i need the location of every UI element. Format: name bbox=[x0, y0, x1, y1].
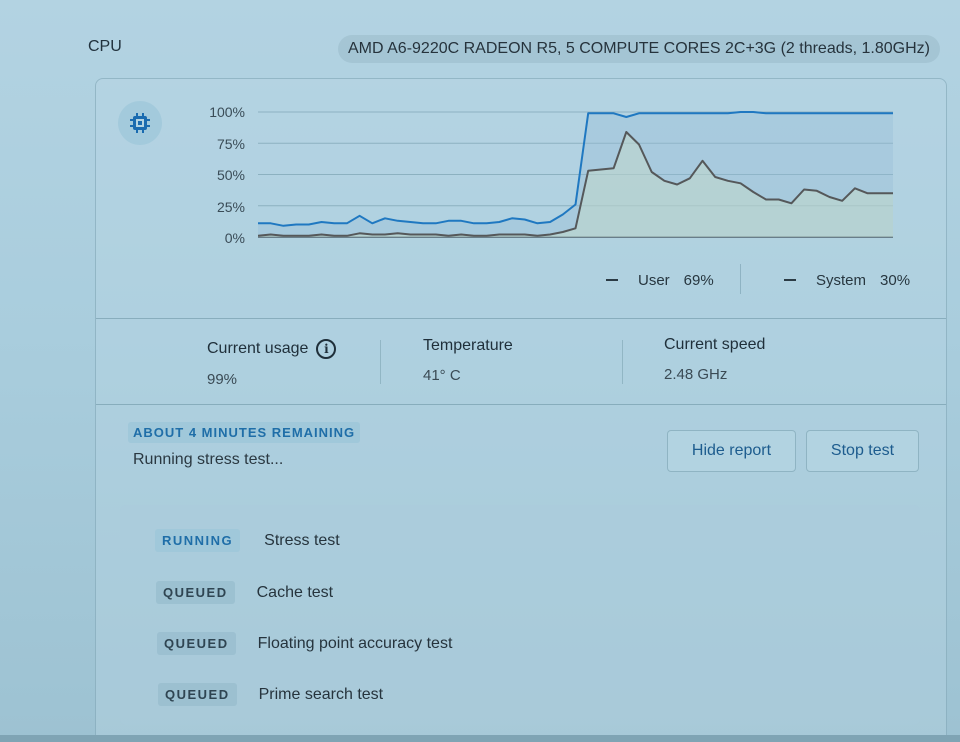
chart-plot bbox=[258, 111, 893, 238]
y-tick-100: 100% bbox=[209, 104, 245, 120]
stat-current-usage: Current usage i 99% bbox=[207, 339, 337, 388]
test-row: QUEUED Prime search test bbox=[158, 683, 383, 706]
bottom-edge bbox=[0, 735, 960, 742]
test-name: Prime search test bbox=[258, 685, 384, 703]
time-remaining-badge: ABOUT 4 MINUTES REMAINING bbox=[128, 422, 361, 443]
cpu-icon-container bbox=[118, 101, 162, 145]
legend-user-label: User bbox=[638, 271, 670, 289]
info-icon[interactable]: i bbox=[316, 339, 337, 359]
stop-test-button[interactable]: Stop test bbox=[806, 430, 919, 472]
y-tick-75: 75% bbox=[216, 136, 245, 152]
test-row: QUEUED Floating point accuracy test bbox=[157, 632, 452, 655]
stat-divider bbox=[380, 340, 381, 384]
test-status-badge: RUNNING bbox=[155, 529, 241, 552]
legend-system: System 30% bbox=[784, 266, 910, 294]
legend-system-value: 30% bbox=[880, 271, 911, 289]
cpu-usage-chart: 100% 75% 50% 25% 0% bbox=[195, 100, 905, 250]
test-name: Stress test bbox=[264, 531, 340, 549]
routine-status-text: Running stress test... bbox=[133, 451, 284, 468]
system-line-icon bbox=[784, 279, 796, 281]
page-title: CPU bbox=[88, 38, 122, 55]
divider bbox=[96, 404, 946, 405]
stat-temperature: Temperature 41° C bbox=[423, 337, 513, 384]
user-series-line bbox=[258, 111, 893, 227]
test-row: QUEUED Cache test bbox=[156, 581, 333, 604]
test-status-badge: QUEUED bbox=[156, 581, 235, 604]
usage-value: 99% bbox=[207, 371, 238, 388]
speed-label: Current speed bbox=[664, 336, 766, 353]
stat-divider bbox=[622, 340, 623, 384]
temp-value: 41° C bbox=[423, 367, 461, 384]
legend-divider bbox=[740, 264, 741, 294]
cpu-chip-icon bbox=[130, 113, 150, 133]
test-row: RUNNING Stress test bbox=[155, 529, 340, 552]
legend-user: User 69% bbox=[606, 266, 714, 294]
test-name: Floating point accuracy test bbox=[257, 634, 453, 652]
system-series-line bbox=[258, 131, 893, 237]
test-name: Cache test bbox=[256, 583, 334, 601]
test-list-panel bbox=[120, 505, 920, 725]
test-status-badge: QUEUED bbox=[158, 683, 237, 706]
y-tick-0: 0% bbox=[224, 230, 245, 246]
hide-report-button[interactable]: Hide report bbox=[667, 430, 796, 472]
cpu-model-chip: AMD A6-9220C RADEON R5, 5 COMPUTE CORES … bbox=[338, 35, 940, 63]
legend-user-value: 69% bbox=[683, 271, 714, 289]
divider bbox=[96, 318, 946, 319]
stat-current-speed: Current speed 2.48 GHz bbox=[664, 336, 765, 383]
test-status-badge: QUEUED bbox=[157, 632, 236, 655]
user-line-icon bbox=[606, 279, 618, 281]
legend-system-label: System bbox=[816, 271, 867, 289]
speed-value: 2.48 GHz bbox=[664, 366, 728, 383]
temp-label: Temperature bbox=[423, 337, 513, 354]
usage-label: Current usage bbox=[207, 340, 309, 357]
y-tick-50: 50% bbox=[216, 167, 245, 183]
y-tick-25: 25% bbox=[216, 199, 245, 215]
